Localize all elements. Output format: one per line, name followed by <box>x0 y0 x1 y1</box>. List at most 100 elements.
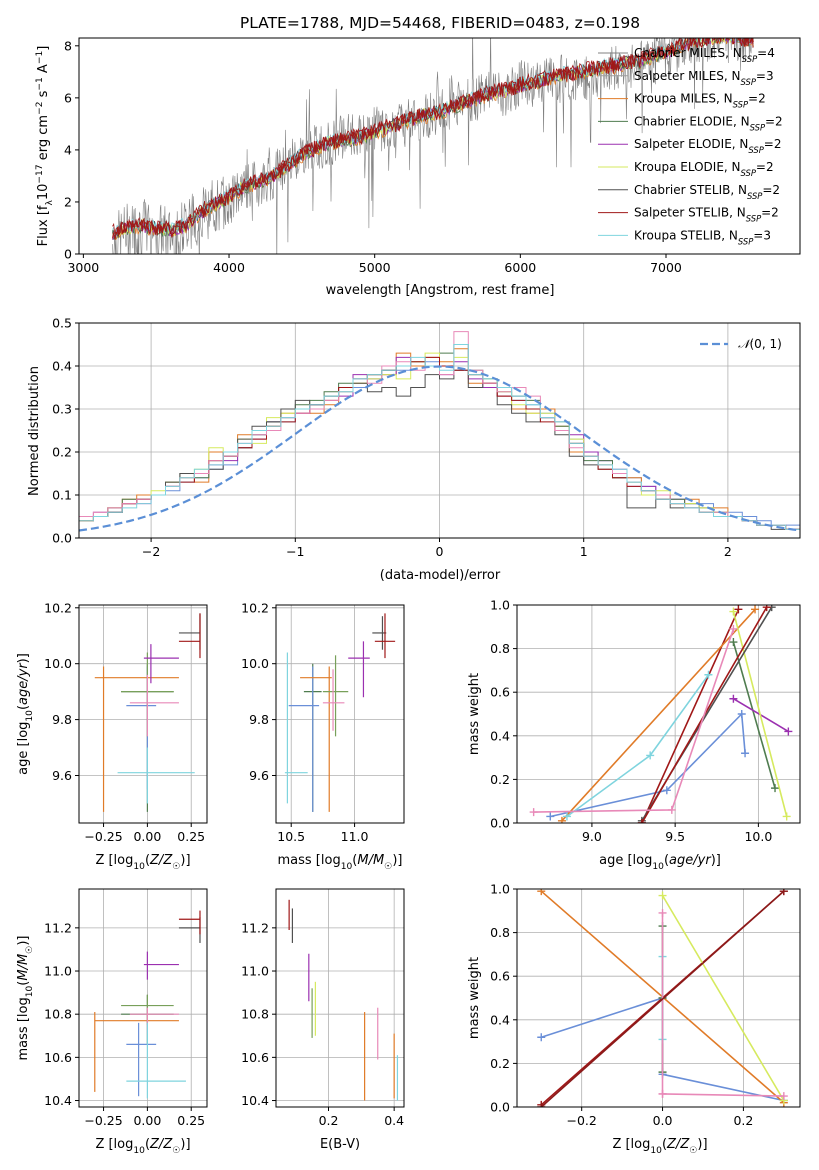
x-axis-label: age [log10(age/yr)] <box>599 853 721 872</box>
weight-series-6 <box>662 1093 784 1097</box>
legend-entry-0: Chabrier MILES, NSSP=4 <box>634 46 775 64</box>
weight-point-marker <box>779 889 788 896</box>
y-tick-label: 0.8 <box>490 641 510 656</box>
weight-point-marker <box>537 889 546 896</box>
weight-series-4 <box>661 895 785 1101</box>
x-tick-label: 4000 <box>213 260 245 275</box>
y-tick-label: 0.1 <box>52 488 72 503</box>
x-tick-label: 0.00 <box>133 1113 161 1128</box>
legend-entry-6: Chabrier STELIB, NSSP=2 <box>634 183 780 201</box>
y-tick-label: 10.2 <box>44 600 72 615</box>
weight-series-0 <box>550 712 746 818</box>
weight-point-marker <box>729 638 738 647</box>
weight-point-marker <box>729 624 738 633</box>
panel-mass-vs-Z: −0.25 0.00 0.25 10.4 10.6 10.8 11.0 11.2 Z [log1… <box>16 888 208 1156</box>
weight-point-marker <box>537 1103 546 1107</box>
axes-frame <box>275 888 405 1108</box>
y-tick-label: 9.6 <box>52 768 72 783</box>
weight-point-marker <box>537 1033 546 1042</box>
x-tick-label: −0.25 <box>84 1113 122 1128</box>
panel-weight-vs-age: 9.0 9.5 10.0 0.0 0.2 0.4 0.6 0.8 1.0 age [log10(a… <box>467 598 801 872</box>
y-tick-label: 0.4 <box>490 728 510 743</box>
figure-title: PLATE=1788, MJD=54468, FIBERID=0483, z=0… <box>240 14 640 32</box>
y-tick-label: 10.8 <box>241 1007 269 1022</box>
weight-point-marker <box>729 607 738 616</box>
weight-point-marker <box>729 694 738 703</box>
y-tick-label: 10.0 <box>44 656 72 671</box>
y-tick-label: 0.6 <box>490 685 510 700</box>
y-axis-label: mass [log10(M/M☉)] <box>16 936 35 1061</box>
legend-entry-4: Salpeter ELODIE, NSSP=2 <box>634 137 782 155</box>
y-tick-label: 9.8 <box>249 712 269 727</box>
x-tick-label: 0.2 <box>319 1113 339 1128</box>
y-tick-label: 0.4 <box>52 359 72 374</box>
y-tick-label: 10.4 <box>44 1093 72 1108</box>
weight-series-1 <box>641 609 740 823</box>
weight-series-3 <box>732 641 776 789</box>
x-tick-label: 7000 <box>650 260 682 275</box>
weight-series-8 <box>540 890 785 1107</box>
x-tick-label: 10.5 <box>277 829 305 844</box>
y-tick-label: 0.2 <box>52 445 72 460</box>
x-tick-label: −2 <box>142 544 160 559</box>
weight-point-marker <box>658 1089 667 1098</box>
plot-area-weight-vs-age <box>529 605 793 823</box>
x-tick-label: −0.2 <box>567 1113 597 1128</box>
plot-layer: 3000 4000 5000 6000 7000 0 2 4 6 8 Chabrier MILES,… <box>16 37 801 1156</box>
y-axis-label: age [log10(age/yr)] <box>16 653 35 775</box>
weight-point-marker <box>779 1092 788 1101</box>
weight-point-marker <box>784 727 793 736</box>
plot-area-age-vs-mass <box>284 613 396 812</box>
weight-point-marker <box>658 908 667 917</box>
weight-point-marker <box>557 816 566 823</box>
y-tick-label: 2 <box>64 194 72 209</box>
weight-point-marker <box>529 808 538 817</box>
y-tick-label: 0.6 <box>490 969 510 984</box>
plot-area-mass-vs-ebv <box>288 899 399 1101</box>
panel-age-vs-Z: −0.25 0.00 0.25 9.6 9.8 10.0 10.2 Z [log10(Z/Z☉… <box>16 600 208 872</box>
legend-entry-1: Salpeter MILES, NSSP=3 <box>634 69 774 87</box>
axes-frame <box>78 604 208 824</box>
plot-area-residuals <box>79 331 800 538</box>
legend-entry-3: Chabrier ELODIE, NSSP=2 <box>634 114 783 132</box>
axes-frame <box>516 888 801 1108</box>
y-tick-label: 10.6 <box>44 1050 72 1065</box>
y-axis-label: mass weight <box>467 673 482 755</box>
y-tick-label: 0.2 <box>490 772 510 787</box>
axes-frame <box>78 37 801 255</box>
weight-point-marker <box>562 812 571 821</box>
plot-area-spectrum <box>112 38 754 254</box>
x-tick-label: −0.25 <box>84 829 122 844</box>
x-axis-label: wavelength [Angstrom, rest frame] <box>326 283 555 298</box>
x-tick-label: 0.0 <box>653 1113 673 1128</box>
y-tick-label: 0.4 <box>490 1012 510 1027</box>
y-tick-label: 1.0 <box>490 882 510 897</box>
y-axis-label: mass weight <box>467 957 482 1039</box>
x-tick-label: 0.25 <box>177 829 205 844</box>
x-tick-label: 2 <box>724 544 732 559</box>
legend-entry-normal: 𝒩(0, 1) <box>738 337 782 351</box>
y-tick-label: 0.0 <box>490 816 510 831</box>
x-tick-label: 0.00 <box>133 829 161 844</box>
x-axis-label: Z [log10(Z/Z☉)] <box>95 853 190 872</box>
weight-point-marker <box>737 710 746 718</box>
x-tick-label: 9.0 <box>582 829 602 844</box>
y-tick-label: 1.0 <box>490 598 510 613</box>
weight-point-marker <box>546 812 555 821</box>
y-tick-label: 11.0 <box>44 964 72 979</box>
y-tick-label: 0.2 <box>490 1056 510 1071</box>
y-tick-label: 0.8 <box>490 925 510 940</box>
y-axis-label: Flux [fλ10−17 erg cm−2 s−1 A−1] <box>35 46 55 247</box>
plot-area-weight-vs-Z <box>537 889 788 1107</box>
weight-series-2 <box>561 608 756 822</box>
x-tick-label: 6000 <box>504 260 536 275</box>
axes-frame <box>516 604 801 824</box>
panel-weight-vs-Z: −0.2 0.0 0.2 0.0 0.2 0.4 0.6 0.8 1.0 Z [log10(Z/Z… <box>467 882 801 1156</box>
y-tick-label: 0.5 <box>52 316 72 331</box>
weight-point-marker <box>751 605 760 614</box>
x-tick-label: 1 <box>580 544 588 559</box>
histogram-series-8 <box>79 344 800 538</box>
x-axis-label: Z [log10(Z/Z☉)] <box>95 1137 190 1156</box>
y-tick-label: 11.2 <box>241 920 269 935</box>
x-tick-label: 9.5 <box>665 829 685 844</box>
